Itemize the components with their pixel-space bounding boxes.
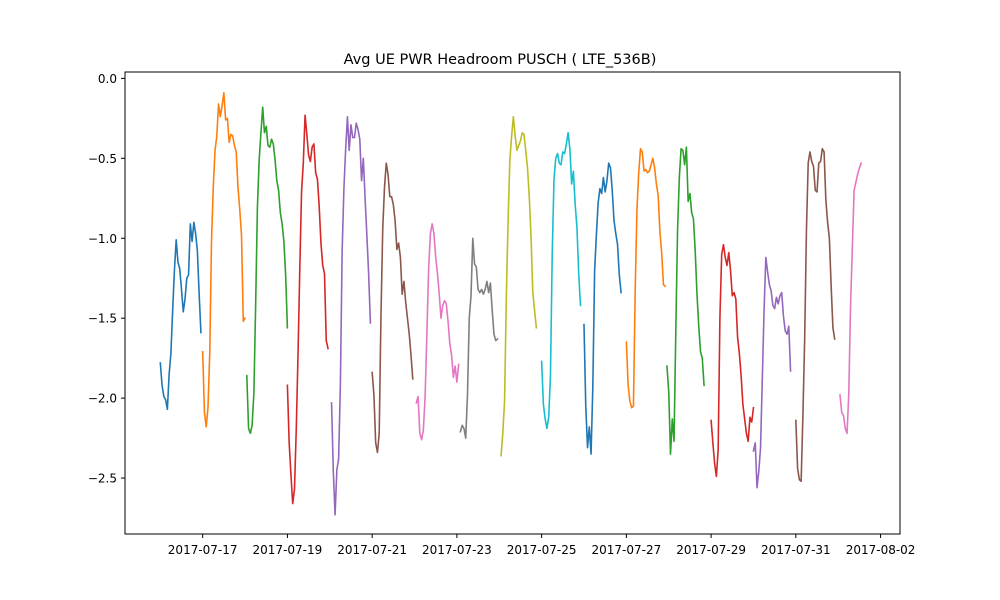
series-line-9 [500,115,538,457]
x-tick-label: 2017-07-31 [761,543,831,557]
series-line-1 [159,221,202,411]
series-line-10 [540,131,582,430]
series-line-15 [752,256,792,489]
plot-frame [124,71,901,535]
series-line-12 [625,147,667,409]
series-line-7 [415,223,460,441]
y-tick-label: −1.0 [88,232,117,246]
series-line-2 [201,91,247,428]
x-tick-label: 2017-07-23 [422,543,492,557]
series-line-13 [666,146,705,455]
series-line-17 [839,162,863,435]
y-tick-label: −2.5 [88,472,117,486]
x-tick-label: 2017-08-02 [846,543,916,557]
y-tick-label: −0.5 [88,152,117,166]
series-line-5 [330,115,372,516]
series-layer [159,91,863,516]
series-line-11 [583,162,622,455]
series-line-3 [245,106,289,435]
x-tick-label: 2017-07-19 [253,543,323,557]
series-line-4 [286,114,329,505]
chart-title: Avg UE PWR Headroom PUSCH ( LTE_536B) [344,52,657,68]
x-tick-label: 2017-07-25 [507,543,577,557]
axes-layer: 2017-07-17 2017-07-19 2017-07-21 2017-07-23… [88,72,916,557]
y-tick-label: 0.0 [98,72,117,86]
x-tick-label: 2017-07-27 [591,543,661,557]
x-tick-label: 2017-07-17 [168,543,238,557]
series-line-6 [371,162,414,454]
x-tick-label: 2017-07-21 [337,543,407,557]
y-tick-label: −2.0 [88,392,117,406]
series-line-14 [710,243,755,478]
y-tick-label: −1.5 [88,312,117,326]
x-tick-label: 2017-07-29 [676,543,746,557]
series-line-16 [795,147,836,483]
series-line-8 [459,237,499,439]
